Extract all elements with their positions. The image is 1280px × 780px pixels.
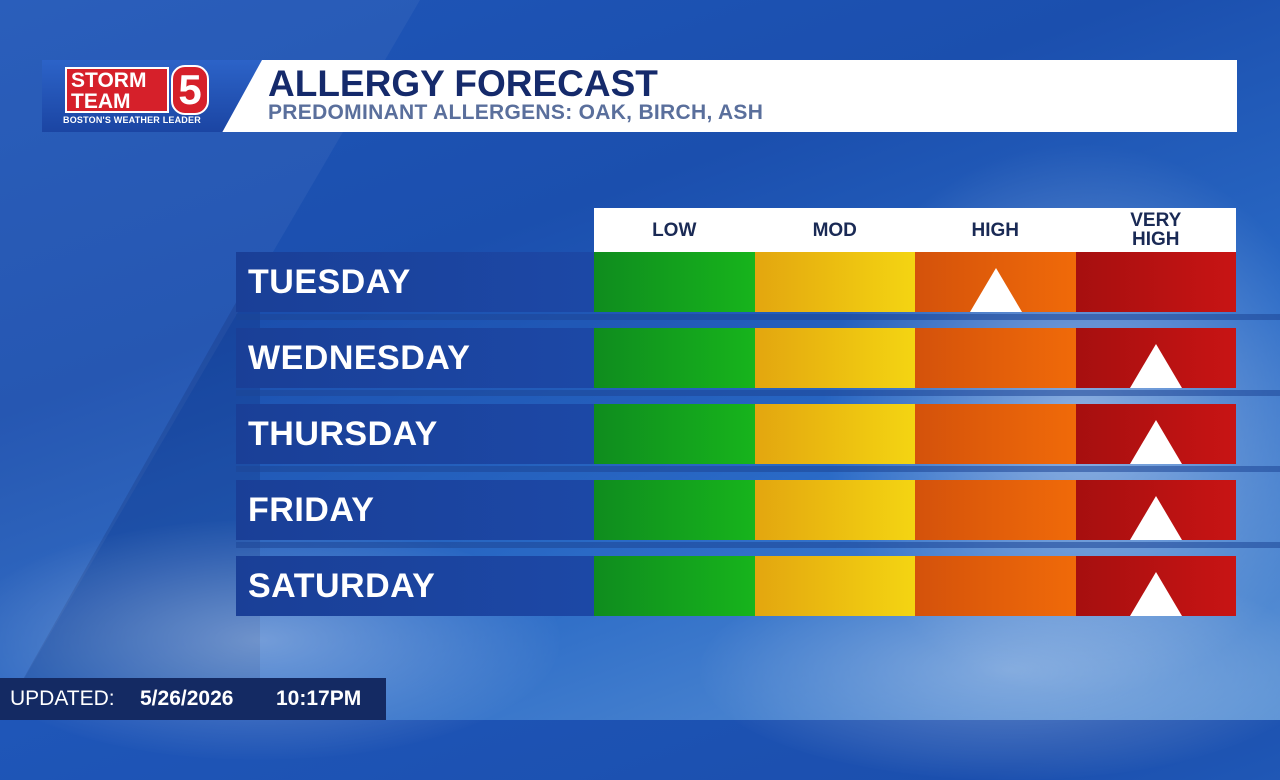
day-name: THURSDAY [248, 415, 438, 453]
day-name: TUESDAY [248, 263, 411, 301]
forecast-row: TUESDAY [236, 252, 1280, 320]
level-cell-very-high [1076, 556, 1236, 616]
level-cell-high [915, 252, 1076, 312]
up-triangle-icon [1130, 572, 1182, 616]
logo-wordmark: STORM TEAM [65, 67, 169, 113]
level-cell-high [915, 556, 1076, 616]
level-cell-very-high [1076, 480, 1236, 540]
level-cell-high [915, 328, 1076, 388]
up-triangle-icon [969, 268, 1022, 312]
updated-label: UPDATED: [10, 687, 115, 710]
level-column-headers: LOW MOD HIGH VERY HIGH [594, 208, 1236, 252]
page-title: ALLERGY FORECAST [268, 63, 658, 104]
header-banner: STORM TEAM 5 BOSTON'S WEATHER LEADER ALL… [42, 60, 1237, 132]
up-triangle-icon [1130, 344, 1182, 388]
level-header-very-high: VERY HIGH [1076, 208, 1237, 252]
level-cell-low [594, 404, 755, 464]
level-cell-very-high [1076, 252, 1236, 312]
level-cell-low [594, 480, 755, 540]
day-label-cell: SATURDAY [236, 556, 594, 616]
level-cell-low [594, 252, 755, 312]
up-triangle-icon [1130, 420, 1182, 464]
logo-line-1: STORM [71, 69, 147, 92]
up-triangle-icon [1130, 496, 1182, 540]
row-divider [236, 542, 1280, 548]
row-divider [236, 390, 1280, 396]
background-shape [0, 260, 260, 720]
level-cell-mod [755, 404, 916, 464]
level-header-low: LOW [652, 219, 697, 241]
day-label-cell: FRIDAY [236, 480, 594, 540]
forecast-row: FRIDAY [236, 480, 1280, 548]
updated-date: 5/26/2026 [140, 687, 234, 710]
forecast-row: THURSDAY [236, 404, 1280, 472]
day-label-cell: WEDNESDAY [236, 328, 594, 388]
row-divider [236, 466, 1280, 472]
logo-panel: STORM TEAM 5 BOSTON'S WEATHER LEADER [42, 60, 262, 132]
level-cell-very-high [1076, 404, 1236, 464]
level-header-high: HIGH [971, 219, 1020, 241]
row-divider [236, 314, 1280, 320]
day-label-cell: THURSDAY [236, 404, 594, 464]
page-subtitle: PREDOMINANT ALLERGENS: OAK, BIRCH, ASH [268, 101, 764, 124]
forecast-row: SATURDAY [236, 556, 1236, 616]
level-cell-low [594, 556, 755, 616]
level-cell-very-high [1076, 328, 1236, 388]
day-label-cell: TUESDAY [236, 252, 594, 312]
updated-time: 10:17PM [276, 687, 362, 710]
logo-tagline: BOSTON'S WEATHER LEADER [63, 115, 201, 125]
storm-team-logo: STORM TEAM 5 [65, 65, 209, 115]
level-header-mod: MOD [812, 219, 857, 241]
level-header-very-high-label: VERY HIGH [1130, 210, 1182, 250]
day-name: FRIDAY [248, 491, 375, 529]
level-cell-mod [755, 252, 916, 312]
level-cell-high [915, 404, 1076, 464]
logo-channel-number: 5 [171, 65, 209, 115]
level-cell-mod [755, 556, 916, 616]
level-cell-mod [755, 480, 916, 540]
level-cell-high [915, 480, 1076, 540]
forecast-row: WEDNESDAY [236, 328, 1280, 396]
day-name: SATURDAY [248, 567, 436, 605]
day-name: WEDNESDAY [248, 339, 471, 377]
updated-bar: UPDATED: 5/26/2026 10:17PM [0, 678, 386, 720]
logo-line-2: TEAM [71, 90, 131, 113]
level-cell-mod [755, 328, 916, 388]
level-cell-low [594, 328, 755, 388]
